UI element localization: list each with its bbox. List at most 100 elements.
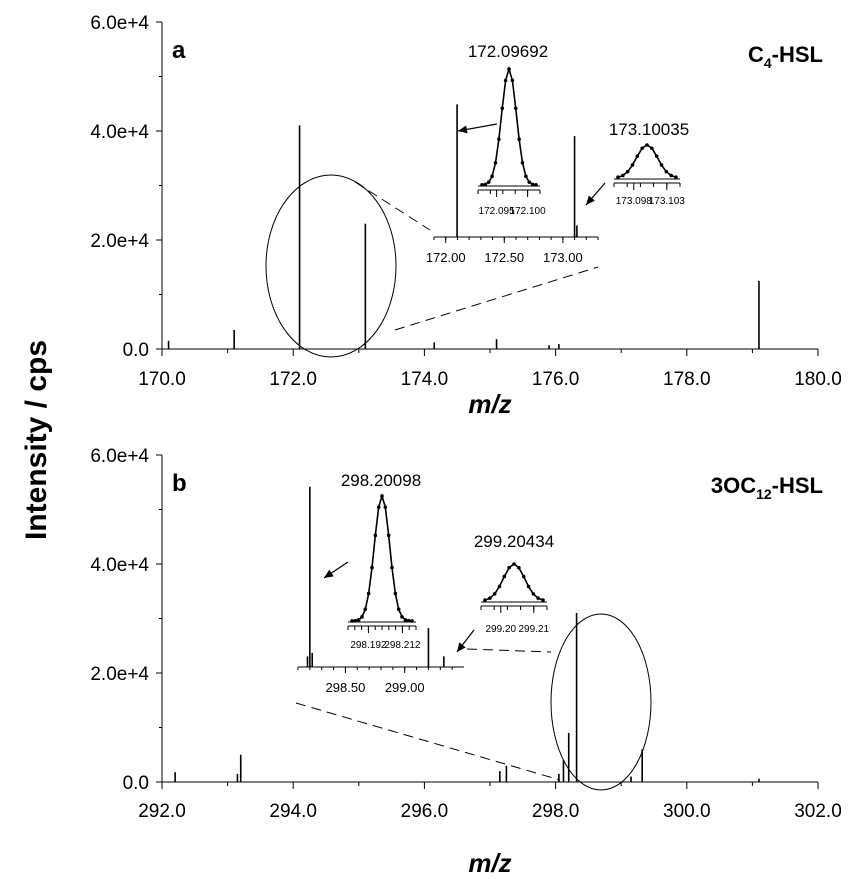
profile-data-point — [396, 607, 401, 612]
profile-data-point — [497, 584, 502, 589]
profile-data-point — [502, 574, 507, 579]
panel-b-x-axis-title: m/z — [468, 848, 511, 878]
peak-mass-label: 298.20098 — [341, 471, 421, 490]
profile-data-point — [659, 163, 664, 167]
peak-mass-label: 172.09692 — [468, 42, 548, 61]
profile-data-point — [483, 182, 488, 187]
profile-data-point — [403, 617, 408, 622]
x-tick-label: 294.0 — [269, 801, 317, 822]
inset-arrow-head — [586, 195, 595, 205]
y-axis-label: Intensity / cps — [20, 340, 53, 540]
y-tick-label: 4.0e+4 — [90, 555, 149, 576]
x-tick-label: 298.0 — [532, 801, 580, 822]
profile-data-point — [483, 598, 487, 602]
profile-data-point — [654, 154, 659, 158]
peak-profile-curve — [481, 66, 537, 186]
inset-tick-label: 298.212 — [384, 640, 421, 651]
profile-data-point — [500, 106, 505, 111]
compound-main: 3OC — [711, 473, 756, 498]
peak-profile-inset: 299.20434 299.20 299.21 — [456, 532, 554, 653]
profile-data-point — [373, 533, 378, 538]
profile-data-point — [383, 505, 388, 510]
profile-data-point — [645, 143, 649, 147]
profile-data-point — [526, 584, 531, 589]
profile-data-point — [356, 617, 361, 622]
inset-arrow-head — [324, 569, 334, 578]
profile-data-point — [503, 78, 508, 83]
panel-b-letter: b — [172, 470, 187, 497]
x-tick-label: 180.0 — [794, 369, 842, 390]
profile-data-point — [353, 618, 358, 623]
x-tick-label: 178.0 — [663, 369, 711, 390]
peak-mass-label: 299.20434 — [474, 532, 554, 551]
profile-data-point — [530, 182, 535, 187]
y-tick-label: 4.0e+4 — [90, 122, 149, 143]
profile-data-point — [640, 146, 644, 151]
panel-b: b 3OC12-HSL m/z — [172, 470, 823, 878]
profile-data-point — [486, 180, 491, 184]
peak-mass-label: 173.10035 — [609, 120, 689, 139]
profile-data-point — [510, 78, 515, 83]
profile-data-point — [650, 146, 654, 151]
compound-suffix: -HSL — [772, 42, 823, 67]
panel-a-x-axis-title: m/z — [468, 389, 511, 419]
zoom-tick-label: 298.50 — [326, 680, 366, 695]
inset-tick-label: 173.098 — [616, 196, 653, 207]
x-tick-label: 170.0 — [138, 369, 186, 390]
inset-tick-label: 299.21 — [519, 624, 550, 635]
profile-data-point — [635, 154, 640, 158]
profile-data-point — [630, 163, 635, 167]
profile-data-point — [517, 565, 521, 570]
x-tick-label: 174.0 — [401, 369, 449, 390]
profile-data-point — [366, 591, 371, 596]
panel-b-compound-label: 3OC12-HSL — [711, 473, 823, 502]
panel-a: a C4-HSL m/z — [172, 37, 823, 419]
profile-data-point — [493, 160, 498, 165]
zoom-ellipse — [265, 174, 397, 358]
profile-data-point — [512, 562, 516, 566]
profile-data-point — [376, 505, 381, 510]
profile-data-point — [370, 565, 374, 570]
profile-data-point — [534, 183, 538, 187]
profile-data-point — [386, 533, 391, 538]
inset-tick-label: 299.20 — [486, 624, 517, 635]
y-tick-label: 2.0e+4 — [90, 231, 149, 252]
inset-tick-label: 173.103 — [649, 196, 686, 207]
profile-data-point — [488, 596, 492, 601]
y-tick-label: 6.0e+4 — [90, 13, 149, 34]
inset-arrow-head — [458, 125, 468, 134]
panel-a-plot: 0.0 2.0e+4 4.0e+4 6.0e+4 170.0 172.0 174.0 176.… — [90, 13, 841, 390]
profile-data-point — [406, 618, 411, 623]
compound-main: C — [748, 42, 764, 67]
x-tick-label: 300.0 — [663, 801, 711, 822]
zoom-tick-label: 172.50 — [484, 250, 524, 265]
inset-tick-label: 172.100 — [510, 206, 547, 217]
x-tick-label: 292.0 — [138, 801, 186, 822]
zoom-connector-line — [466, 648, 552, 653]
compound-subscript: 4 — [764, 55, 772, 71]
profile-data-point — [521, 574, 526, 579]
panel-b-plot: 0.0 2.0e+4 4.0e+4 6.0e+4 292.0 294.0 296.0 298.… — [90, 446, 841, 822]
profile-data-point — [350, 619, 354, 623]
y-tick-label: 2.0e+4 — [90, 664, 149, 685]
profile-data-point — [674, 175, 678, 179]
x-tick-label: 302.0 — [794, 801, 842, 822]
compound-suffix: -HSL — [772, 473, 823, 498]
zoom-tick-label: 299.00 — [385, 680, 425, 695]
profile-data-point — [393, 591, 398, 596]
profile-data-point — [524, 174, 528, 179]
y-tick-label: 6.0e+4 — [90, 446, 149, 467]
profile-data-point — [664, 169, 669, 174]
profile-data-point — [360, 615, 364, 619]
profile-data-point — [507, 67, 511, 71]
profile-data-point — [520, 160, 525, 165]
y-tick-label: 0.0 — [123, 773, 149, 794]
zoom-connector-line — [394, 266, 599, 331]
profile-data-point — [400, 615, 404, 619]
profile-data-point — [621, 173, 625, 178]
profile-data-point — [497, 137, 501, 142]
panel-a-letter: a — [172, 37, 186, 64]
